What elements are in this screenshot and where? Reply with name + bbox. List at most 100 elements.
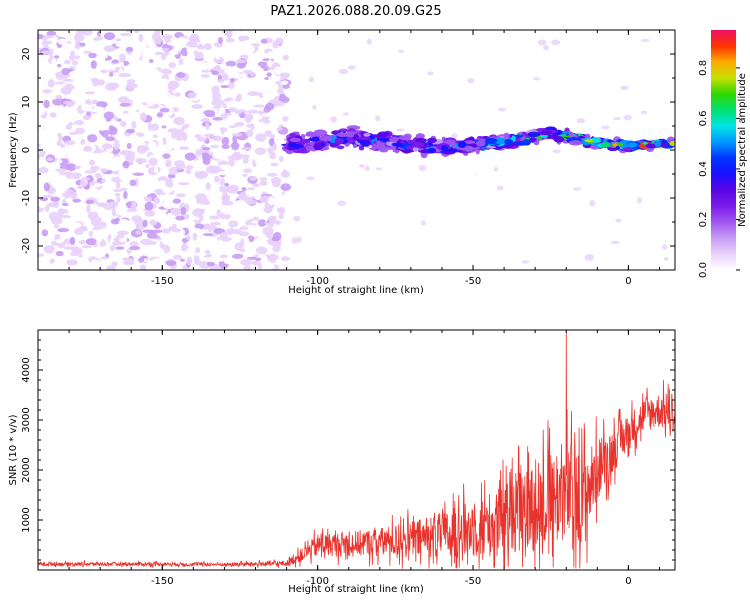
spectrogram-signal-cell bbox=[305, 131, 315, 137]
spectrogram-signal-cell bbox=[514, 137, 521, 142]
spectrogram-noise-cell bbox=[202, 233, 214, 237]
spectrogram-noise-cell bbox=[205, 122, 210, 131]
spectrogram-sparse-cell bbox=[340, 230, 347, 236]
spectrogram-noise-cell bbox=[56, 113, 64, 118]
spectrogram-sparse-cell bbox=[579, 188, 584, 193]
spectrogram-noise-cell bbox=[97, 43, 107, 47]
spectrogram-noise-cell bbox=[241, 186, 247, 192]
spectrogram-sparse-cell bbox=[347, 65, 356, 70]
spectrogram-noise-cell bbox=[39, 223, 46, 231]
spectrogram-noise-cell bbox=[232, 30, 242, 34]
spectrogram-noise-cell bbox=[64, 140, 76, 146]
spectrogram-noise-cell bbox=[118, 169, 128, 179]
colorbar-label: Normalized spectral amplitude bbox=[737, 73, 748, 227]
spectrogram-noise-cell bbox=[76, 140, 82, 145]
spectrogram-noise-cell bbox=[46, 30, 57, 37]
spectrogram-sparse-cell bbox=[473, 83, 479, 88]
spectrogram-noise-cell bbox=[160, 91, 170, 96]
spectrogram-noise-cell bbox=[221, 136, 230, 146]
spectrogram-noise-cell bbox=[179, 109, 185, 115]
spectrogram-signal-cell bbox=[441, 145, 449, 152]
spectrogram-noise-cell bbox=[163, 203, 174, 210]
spectrogram-signal-cell bbox=[287, 146, 296, 151]
spectrogram-noise-cell bbox=[57, 228, 70, 233]
spectrogram-sparse-cell bbox=[410, 98, 417, 105]
spectrogram-signal-cell bbox=[289, 132, 297, 137]
spectrogram-sparse-cell bbox=[439, 120, 447, 125]
spectrogram-signal-cell bbox=[513, 134, 524, 138]
spectrogram-sparse-cell bbox=[342, 112, 350, 116]
spectrogram-signal-cell bbox=[357, 136, 371, 140]
spectrogram-noise-cell bbox=[125, 82, 135, 92]
spectrogram-noise-cell bbox=[38, 33, 44, 40]
spectrogram-noise-cell bbox=[220, 236, 232, 242]
spectrogram-noise-cell bbox=[262, 226, 274, 236]
spectrogram-noise-cell bbox=[206, 165, 218, 174]
spectrogram-sparse-cell bbox=[496, 185, 504, 191]
spectrogram-noise-cell bbox=[239, 150, 246, 155]
spectrogram-sparse-cell bbox=[491, 235, 497, 242]
spectrogram-noise-cell bbox=[161, 34, 173, 40]
spectrogram-signal-cell bbox=[457, 141, 467, 149]
spectrogram-noise-cell bbox=[257, 61, 267, 67]
spectrogram-noise-cell bbox=[222, 119, 228, 128]
spectrogram-signal-cell bbox=[600, 142, 611, 148]
spectrogram-signal-cell bbox=[406, 145, 414, 149]
spectrogram-noise-cell bbox=[215, 150, 227, 160]
spectrogram-noise-cell bbox=[131, 250, 142, 259]
colorbar-tick-label: 0.6 bbox=[698, 110, 709, 126]
spectrogram-noise-cell bbox=[195, 252, 207, 257]
y-tick-label: 3000 bbox=[21, 407, 32, 432]
spectrogram-noise-cell bbox=[109, 244, 116, 252]
spectrogram-noise-cell bbox=[146, 98, 155, 107]
spectrogram-noise-cell bbox=[72, 236, 84, 241]
spectrogram-noise-cell bbox=[172, 198, 182, 204]
spectrogram-sparse-cell bbox=[637, 197, 642, 204]
spectrogram-noise-cell bbox=[69, 236, 76, 246]
spectrogram-noise-cell bbox=[96, 101, 108, 108]
spectrogram-signal-cell bbox=[568, 131, 574, 138]
spectrogram-noise-cell bbox=[194, 223, 205, 229]
spectrogram-sparse-cell bbox=[308, 163, 318, 170]
spectrogram-sparse-cell bbox=[493, 47, 499, 52]
spectrogram-noise-cell bbox=[116, 196, 121, 203]
spectrogram-signal-cell bbox=[324, 136, 330, 140]
spectrogram-sparse-cell bbox=[553, 122, 564, 130]
spectrogram-noise-cell bbox=[209, 215, 221, 220]
spectrogram-noise-cell bbox=[66, 163, 77, 172]
spectrogram-signal-cell bbox=[504, 139, 514, 145]
spectrogram-noise-cell bbox=[247, 187, 256, 191]
spectrogram-sparse-cell bbox=[418, 164, 427, 172]
spectrogram-sparse-cell bbox=[537, 39, 547, 46]
spectrogram-noise-cell bbox=[242, 173, 248, 178]
spectrogram-noise-cell bbox=[178, 58, 184, 65]
spectrogram-noise-cell bbox=[282, 84, 291, 89]
spectrogram-noise-cell bbox=[63, 100, 73, 105]
spectrogram-sparse-cell bbox=[459, 166, 466, 172]
colorbar-tick-label: 0.4 bbox=[698, 161, 709, 177]
spectrogram-noise-cell bbox=[129, 105, 138, 113]
spectrogram-noise-cell bbox=[109, 83, 117, 90]
spectrogram-noise-cell bbox=[282, 115, 289, 122]
spectrogram-sparse-cell bbox=[291, 236, 299, 244]
spectrogram-noise-cell bbox=[143, 196, 150, 201]
spectrogram-noise-cell bbox=[174, 129, 184, 138]
spectrogram-noise-cell bbox=[139, 264, 147, 270]
spectrogram-sparse-cell bbox=[609, 250, 616, 254]
spectrogram-sparse-cell bbox=[532, 77, 541, 81]
spectrogram-noise-cell bbox=[154, 51, 163, 56]
spectrogram-noise-cell bbox=[84, 126, 94, 132]
spectrogram-noise-cell bbox=[70, 190, 78, 200]
spectrogram-signal-cell bbox=[529, 137, 537, 142]
spectrogram-noise-cell bbox=[81, 153, 88, 161]
spectrogram-noise-cell bbox=[265, 102, 275, 111]
spectrogram-noise-cell bbox=[103, 202, 115, 211]
spectrogram-signal-cell bbox=[401, 149, 413, 154]
spectrogram-noise-cell bbox=[272, 77, 281, 82]
spectrogram-noise-cell bbox=[243, 168, 253, 173]
spectrogram-noise-cell bbox=[203, 43, 212, 50]
spectrogram-signal-cell bbox=[287, 142, 297, 148]
spectrogram-noise-cell bbox=[252, 242, 259, 248]
spectrogram-noise-cell bbox=[110, 126, 118, 136]
